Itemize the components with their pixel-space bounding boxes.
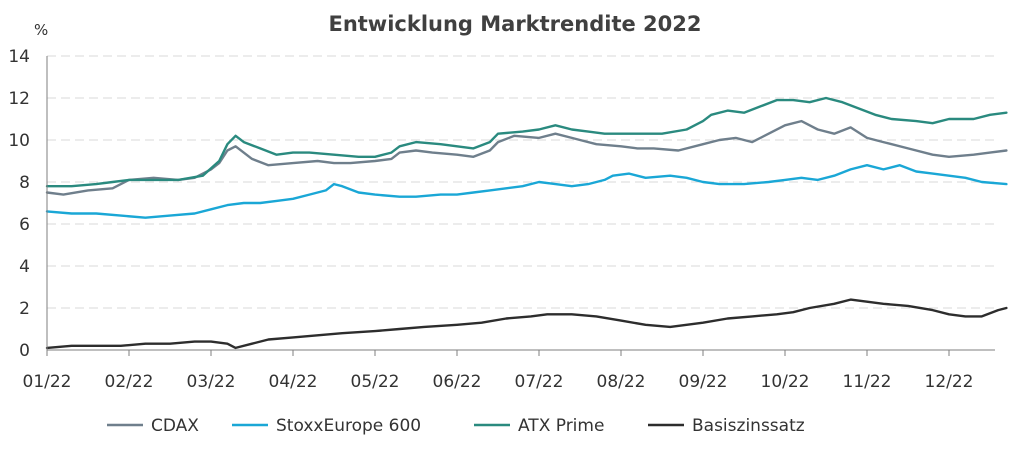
x-tick-label: 06/22: [433, 372, 482, 392]
x-tick-label: 09/22: [679, 372, 728, 392]
legend-label: ATX Prime: [518, 416, 604, 436]
series-line-atx-prime: [45, 96, 1008, 188]
x-tick-label: 08/22: [597, 372, 646, 392]
x-tick-label: 02/22: [105, 372, 154, 392]
axes: 0 2 4 6 8 10 12 14 01/22 02/22 03/22 04/22 05/22 06/2…: [8, 47, 995, 392]
series-line-basiszinssatz: [45, 298, 1008, 350]
legend: CDAX StoxxEurope 600 ATX Prime Basiszinssat…: [107, 416, 805, 436]
x-tick-label: 04/22: [269, 372, 318, 392]
x-tick-label: 10/22: [761, 372, 810, 392]
x-tick-label: 11/22: [843, 372, 892, 392]
y-tick-label: 12: [8, 89, 30, 109]
legend-label: Basiszinssatz: [692, 416, 805, 436]
x-tick-label: 03/22: [187, 372, 236, 392]
chart-title: Entwicklung Marktrendite 2022: [328, 12, 701, 36]
y-tick-label: 2: [19, 299, 30, 319]
y-tick-label: 6: [19, 215, 30, 235]
y-tick-label: 4: [19, 257, 30, 277]
series-line-stoxxeurope-600: [45, 164, 1008, 219]
x-tick-label: 12/22: [925, 372, 974, 392]
y-axis-unit-label: %: [34, 21, 48, 39]
y-tick-label: 8: [19, 173, 30, 193]
x-tick-label: 05/22: [351, 372, 400, 392]
y-tick-label: 10: [8, 131, 30, 151]
legend-label: StoxxEurope 600: [276, 416, 421, 436]
x-tick-label: 01/22: [23, 372, 72, 392]
y-tick-label: 14: [8, 47, 30, 67]
y-tick-label: 0: [19, 341, 30, 361]
series-line-cdax: [45, 119, 1008, 196]
series-lines: [45, 96, 1008, 350]
x-tick-label: 07/22: [515, 372, 564, 392]
legend-label: CDAX: [151, 416, 199, 436]
gridlines: [47, 55, 995, 309]
